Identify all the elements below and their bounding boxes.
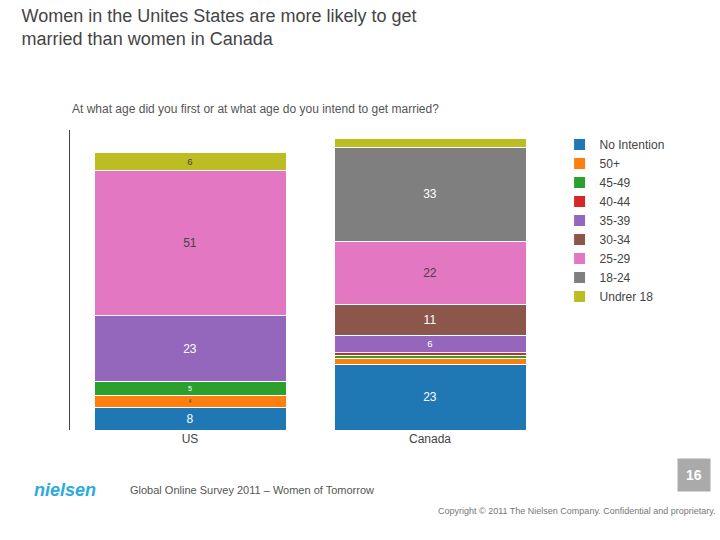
svg-text:Undrer 18: Undrer 18 — [600, 290, 654, 304]
svg-text:16: 16 — [686, 467, 702, 483]
svg-text:45-49: 45-49 — [600, 176, 631, 190]
svg-text:8: 8 — [187, 412, 194, 426]
svg-text:Global Online Survey 2011 – Wo: Global Online Survey 2011 – Women of Tom… — [130, 484, 374, 496]
svg-text:23: 23 — [423, 390, 437, 404]
svg-text:6: 6 — [427, 338, 432, 349]
svg-text:Women in the Unites States are: Women in the Unites States are more like… — [22, 6, 417, 49]
svg-text:6: 6 — [187, 156, 192, 167]
svg-text:Canada: Canada — [409, 432, 451, 446]
svg-text:25-29: 25-29 — [600, 252, 631, 266]
svg-text:51: 51 — [183, 236, 197, 250]
svg-text:22: 22 — [423, 266, 437, 280]
svg-text:nielsen: nielsen — [34, 480, 96, 500]
svg-text:No Intention: No Intention — [600, 138, 665, 152]
svg-text:40-44: 40-44 — [600, 195, 631, 209]
svg-text:4: 4 — [189, 399, 192, 404]
svg-text:Copyright © 2011 The Nielsen C: Copyright © 2011 The Nielsen Company. Co… — [438, 506, 716, 516]
svg-text:23: 23 — [183, 342, 197, 356]
svg-text:11: 11 — [424, 313, 437, 327]
svg-text:US: US — [182, 432, 199, 446]
svg-text:30-34: 30-34 — [600, 233, 631, 247]
svg-text:18-24: 18-24 — [600, 271, 631, 285]
svg-text:At what age did you first or a: At what age did you first or at what age… — [72, 102, 439, 116]
svg-text:50+: 50+ — [600, 157, 620, 171]
svg-text:5: 5 — [188, 385, 192, 393]
svg-text:35-39: 35-39 — [600, 214, 631, 228]
svg-text:33: 33 — [423, 187, 437, 201]
